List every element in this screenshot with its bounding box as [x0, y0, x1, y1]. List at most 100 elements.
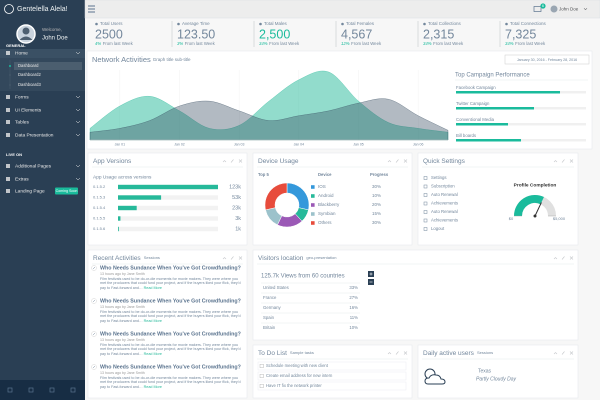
stat-icon — [95, 22, 98, 26]
setting-item[interactable]: Auto Renewal — [431, 209, 458, 214]
submenu-item[interactable]: Dashboard3 — [18, 82, 41, 87]
close-icon[interactable] — [403, 351, 408, 355]
change-value: 34% — [423, 41, 432, 46]
badge-label: Coming Soon — [56, 189, 78, 193]
settings-icon[interactable] — [395, 159, 399, 163]
change-note: From last Week — [351, 41, 382, 46]
settings-icon[interactable] — [561, 256, 565, 260]
user-menu[interactable]: John Doe — [559, 6, 579, 11]
activity-title[interactable]: Who Needs Sundance When You've Got Crowd… — [100, 298, 241, 304]
version-label: 0.1.5.6 — [93, 226, 106, 231]
area — [89, 98, 449, 141]
bar — [456, 91, 560, 94]
activity-title[interactable]: Who Needs Sundance When You've Got Crowd… — [100, 265, 241, 271]
collapse-icon[interactable] — [222, 160, 227, 163]
change-note: From last Week — [433, 41, 464, 46]
todo-item: Create email address for new intern — [266, 373, 333, 378]
setting-item[interactable]: Subscription — [431, 184, 455, 189]
menu-item[interactable]: Landing Page — [15, 188, 45, 194]
notification-badge — [540, 3, 546, 9]
checkbox[interactable] — [259, 364, 264, 368]
close-icon[interactable] — [238, 159, 243, 163]
settings-icon[interactable] — [395, 351, 399, 355]
envelope[interactable] — [533, 6, 542, 12]
submenu-item[interactable]: Dashboard — [18, 63, 39, 68]
activity-title[interactable]: Who Needs Sundance When You've Got Crowd… — [100, 364, 241, 370]
legend-swatch — [311, 194, 315, 198]
stat-label: Total Males — [264, 21, 288, 26]
footer-icon[interactable] — [7, 387, 13, 393]
stat-value: 7,325 — [505, 27, 536, 41]
menu-item[interactable]: Data Presentation — [15, 132, 54, 138]
activity-text: Film festivals used to be do-or-die mome… — [100, 376, 242, 390]
change-value: 34% — [259, 41, 268, 46]
settings-icon[interactable] — [230, 256, 234, 260]
submenu-item[interactable]: Dashboard2 — [18, 72, 41, 77]
collapse-icon[interactable] — [222, 257, 227, 260]
close-icon[interactable] — [569, 256, 574, 260]
value-label: 3k — [235, 216, 241, 222]
menu-item[interactable]: Home — [15, 50, 28, 56]
active-item — [0, 49, 85, 58]
panel-title: Network Activities Graph title sub-title — [92, 55, 191, 64]
bar — [118, 205, 137, 211]
title-text: Visitors location — [258, 255, 304, 262]
collapse-icon[interactable] — [387, 160, 392, 163]
stat-value: 2,500 — [259, 27, 290, 41]
read-more[interactable]: Read More — [143, 285, 162, 290]
activity-byline: 13 hours ago by Jane Smith — [100, 305, 145, 309]
menu-item[interactable]: Extras — [15, 176, 29, 182]
activity-arrow — [92, 266, 96, 270]
setting-item[interactable]: Logout — [431, 226, 445, 231]
checkbox[interactable] — [259, 384, 264, 388]
menu-item[interactable]: Forms — [15, 94, 29, 100]
menu-item[interactable]: UI Elements — [15, 107, 42, 113]
settings-icon[interactable] — [561, 351, 565, 355]
read-more[interactable]: Read More — [143, 318, 162, 323]
activity-title[interactable]: Who Needs Sundance When You've Got Crowd… — [100, 331, 241, 337]
version-label: 0.1.5.3 — [93, 195, 106, 200]
panel-title: Recent Activities Sessions — [93, 255, 160, 262]
close-icon[interactable] — [238, 256, 243, 260]
footer-icon[interactable] — [28, 387, 34, 393]
panel — [252, 152, 413, 246]
close-icon[interactable] — [403, 159, 408, 163]
panel — [417, 344, 579, 399]
collapse-icon[interactable] — [553, 257, 558, 260]
close-icon[interactable] — [569, 351, 574, 355]
read-more[interactable]: Read More — [143, 384, 162, 389]
close-icon[interactable] — [569, 159, 574, 163]
x-tick-label: Jan 02 — [174, 142, 185, 146]
stat-icon — [423, 22, 426, 26]
legend-label: Blackberry — [318, 202, 340, 207]
setting-item[interactable]: Auto Renewal — [431, 192, 458, 197]
donut-slice — [264, 182, 288, 211]
menu-toggle[interactable] — [88, 5, 95, 13]
collapse-icon[interactable] — [387, 352, 392, 355]
date-picker[interactable] — [504, 54, 590, 65]
value-label: 16% — [349, 305, 358, 310]
todo-item: Schedule meeting with new client — [266, 363, 329, 368]
avatar-body — [19, 36, 33, 40]
menu-item[interactable]: Tables — [15, 119, 29, 125]
x-tick-label: Jan 04 — [294, 142, 305, 146]
setting-icon — [423, 227, 428, 231]
collapse-icon[interactable] — [553, 352, 558, 355]
read-more[interactable]: Read More — [143, 351, 162, 356]
active-submenu — [14, 62, 82, 70]
checkbox[interactable] — [259, 374, 264, 378]
menu-item[interactable]: Additional Pages — [15, 163, 52, 169]
settings-icon[interactable] — [561, 159, 565, 163]
settings-icon[interactable] — [230, 159, 234, 163]
setting-item[interactable]: Settings — [431, 175, 447, 180]
collapse-icon[interactable] — [553, 160, 558, 163]
chevron — [75, 95, 81, 99]
footer-icon[interactable] — [70, 387, 76, 393]
setting-item[interactable]: Achievements — [431, 201, 458, 206]
activity-text: Film festivals used to be do-or-die mome… — [100, 310, 242, 324]
setting-item[interactable]: Achievements — [431, 218, 458, 223]
date-range: January 30, 2016 - February 28, 2016 — [517, 58, 577, 62]
section-label: GENERAL — [6, 43, 26, 48]
footer-icon[interactable] — [49, 387, 55, 393]
change-note: From last Week — [269, 41, 300, 46]
